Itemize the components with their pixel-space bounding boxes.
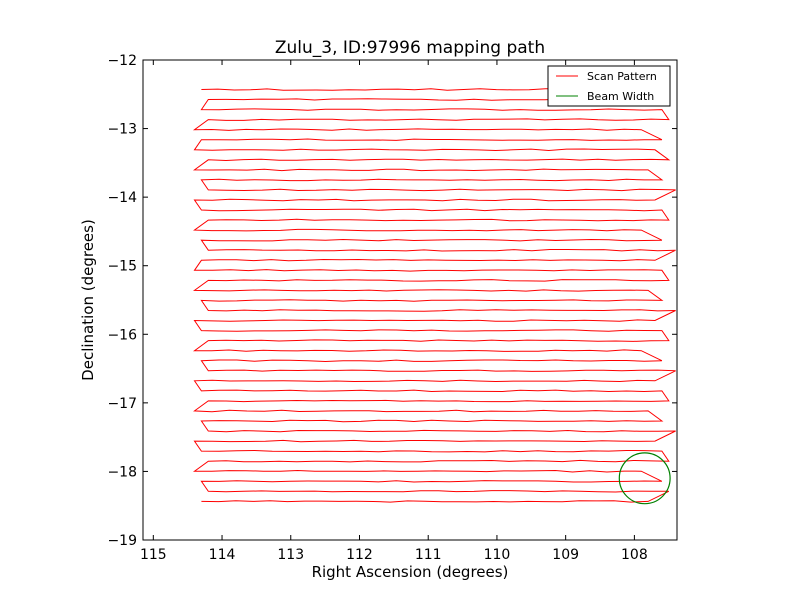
legend-scan-pattern-label: Scan Pattern [587,70,657,83]
y-tick-label: −14 [107,190,137,206]
plot-layer [192,88,676,505]
legend: Scan Pattern Beam Width [547,65,671,107]
beam-width-circle [618,452,671,505]
x-tick-label: 115 [140,547,167,563]
y-tick-label: −16 [107,327,137,343]
x-tick-label: 113 [277,547,304,563]
y-tick-label: −19 [107,533,137,549]
legend-beam-width-label: Beam Width [587,90,654,103]
y-tick-label: −12 [107,53,137,69]
y-tick-label: −18 [107,464,137,480]
x-axis-title: Right Ascension (degrees) [312,563,509,581]
x-tick-label: 111 [415,547,442,563]
y-axis-title: Declination (degrees) [79,219,97,381]
legend-box [547,65,671,107]
y-tick-label: −15 [107,259,137,275]
y-tick-label: −13 [107,122,137,138]
y-tick-label: −17 [107,396,137,412]
x-tick-label: 109 [552,547,579,563]
plot-frame [142,59,678,541]
x-tick-label: 114 [209,547,236,563]
x-tick-label: 110 [484,547,511,563]
ticks-layer: 115 114 113 112 111 110 109 108 −12 −13 −14 −15 −16 −… [107,53,677,563]
x-tick-label: 108 [621,547,648,563]
x-tick-label: 112 [346,547,373,563]
scan-pattern-line [192,88,676,503]
chart-title: Zulu_3, ID:97996 mapping path [275,38,545,58]
